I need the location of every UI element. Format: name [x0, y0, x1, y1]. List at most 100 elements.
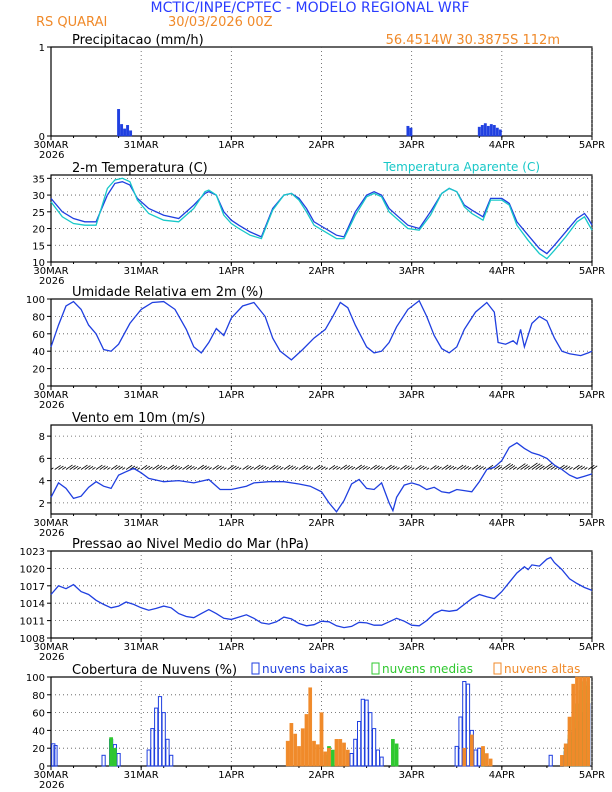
wind-arrow	[527, 462, 538, 470]
wind-arrow	[422, 466, 427, 470]
wind-arrow	[449, 465, 455, 470]
bar	[391, 739, 395, 767]
bar	[101, 754, 106, 767]
wind-arrow	[65, 464, 73, 470]
wind-arrow	[54, 465, 61, 470]
bar	[567, 716, 572, 767]
bar	[342, 742, 346, 767]
wind-arrow	[441, 464, 449, 470]
x-tick-label: 30MAR	[33, 518, 68, 529]
wind-arrow	[204, 466, 210, 470]
wind-arrow	[140, 465, 148, 470]
y-tick-label: 30	[32, 191, 45, 202]
x-tick-label: 4APR	[489, 642, 515, 653]
wind-arrow	[261, 465, 267, 470]
wind-arrow	[125, 464, 133, 470]
wind-arrow	[430, 465, 437, 470]
x-tick-label: 5APR	[579, 390, 605, 401]
bar	[498, 129, 502, 137]
wind-arrow	[392, 466, 398, 470]
wind-arrow	[591, 465, 598, 470]
wind-arrow	[524, 465, 530, 470]
wind-arrow	[343, 465, 351, 470]
bar	[477, 126, 481, 137]
wind-arrow	[137, 467, 141, 470]
wind-arrow	[272, 465, 279, 470]
wind-arrow	[186, 465, 192, 470]
wind-arrow	[99, 465, 106, 470]
header-coords: 56.4514W 30.3875S 112m	[386, 33, 560, 48]
y-tick-label: 100	[26, 673, 45, 684]
wind-arrow	[73, 465, 79, 470]
wind-arrow	[148, 466, 153, 470]
bar	[308, 687, 313, 767]
y-tick-label: 100	[26, 295, 45, 306]
wind-arrow	[546, 465, 553, 470]
x-tick-label: 3APR	[399, 518, 425, 529]
bar	[462, 747, 467, 767]
wind-arrow	[189, 466, 195, 470]
bar	[157, 696, 163, 767]
bar	[480, 125, 484, 137]
x-tick-label: 30MAR	[33, 390, 68, 401]
bar	[117, 109, 121, 137]
wind-arrow	[62, 466, 67, 470]
x-tick-label: 4APR	[489, 518, 515, 529]
x-tick-label: 30MAR	[33, 770, 68, 781]
wind-arrow	[276, 466, 282, 470]
wind-arrow	[411, 467, 415, 470]
wind-arrow	[182, 464, 190, 470]
y-tick-label: 0	[39, 762, 45, 773]
panel-clouds: 30MAR 31MAR 1APR 2APR 3APR 4APR 5APR 2026 0 20 40 6…	[26, 662, 605, 791]
x-tick-label: 1APR	[218, 390, 244, 401]
wind-arrow	[107, 467, 111, 470]
wind-arrow	[216, 465, 222, 470]
bar	[575, 676, 579, 767]
bar	[300, 728, 305, 767]
wind-arrow	[291, 466, 296, 470]
wind-arrow	[212, 464, 219, 470]
x-tick-label: 4APR	[489, 770, 515, 781]
y-tick-label: 80	[32, 312, 45, 323]
bar	[484, 753, 489, 767]
wind-arrow	[332, 465, 338, 470]
wind-arrow	[557, 464, 565, 470]
x-tick-label: 30MAR	[33, 140, 68, 151]
wind-arrow	[317, 465, 324, 470]
legend-item: nuvens altas	[504, 662, 580, 676]
wind-arrow	[464, 466, 469, 470]
legend-swatch	[493, 662, 502, 675]
panel-title: Vento em 10m (m/s)	[72, 411, 205, 426]
x-tick-label: 3APR	[399, 642, 425, 653]
bar	[51, 743, 56, 767]
panels: 30MAR 31MAR 1APR 2APR 3APR 4APR 5APR202601Prec…	[20, 33, 606, 791]
wind-arrow	[516, 463, 526, 470]
legend-item: Temperatura Aparente (C)	[382, 160, 540, 174]
bar	[458, 716, 463, 767]
y-tick-label: 1008	[20, 634, 45, 645]
series-line-0	[50, 299, 593, 361]
bar	[372, 728, 377, 767]
y-tick-label: 20	[32, 744, 45, 755]
wind-arrow	[494, 465, 501, 470]
wind-arrow	[144, 465, 151, 470]
bar	[357, 721, 362, 767]
wind-arrow	[366, 466, 371, 470]
wind-arrow	[231, 465, 237, 470]
wind-arrow	[253, 464, 261, 470]
wind-arrow	[103, 466, 109, 470]
y-tick-label: 1014	[20, 599, 45, 610]
x-tick-label: 31MAR	[124, 140, 159, 151]
wind-arrow	[257, 465, 264, 470]
wind-arrow	[505, 464, 514, 470]
x-tick-label: 4APR	[489, 266, 515, 277]
wind-arrow	[415, 464, 422, 470]
wind-arrow	[407, 466, 413, 470]
wind-arrow	[227, 464, 234, 470]
bar	[330, 749, 335, 767]
wind-arrow	[208, 467, 212, 470]
bar	[312, 740, 316, 767]
x-tick-label: 2APR	[308, 390, 334, 401]
wind-arrow	[479, 466, 484, 470]
